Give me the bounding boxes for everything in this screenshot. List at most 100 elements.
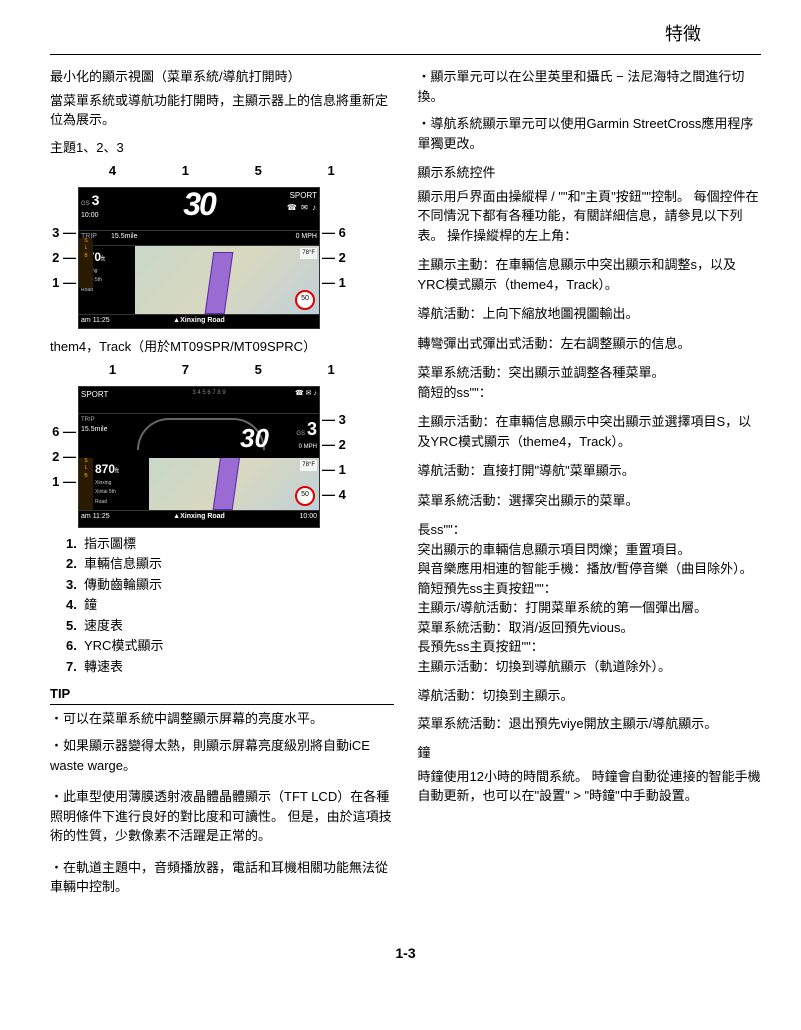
road-small2-3: Road: [95, 499, 147, 507]
road-small2-2: Xintai 5th: [95, 489, 147, 497]
map-road: [204, 252, 233, 314]
diagram-2: 6 — 2 — 1 — SPORT 3 4 5 6 7 8 9 ☎ ✉ ♪ TR…: [50, 386, 394, 528]
icons-tr: ☎ ✉ ♪: [275, 387, 319, 413]
legend-item: 5.速度表: [66, 616, 394, 636]
r-p1: ・顯示單元可以在公里英里和攝氏 − 法尼海特之間進行切換。: [418, 67, 762, 106]
r-p9: 導航活動：直接打開"導航"菜單顯示。: [418, 461, 762, 481]
left-intro: 當菜單系統或導航功能打開時，主顯示器上的信息將重新定位為展示。: [50, 91, 394, 130]
gs-label: GS: [81, 201, 90, 207]
header-divider: [50, 54, 761, 55]
callout-num: 1 —: [50, 276, 76, 289]
callout-num: 1: [109, 360, 116, 380]
callout-num: 5: [255, 360, 262, 380]
r-p11c: 與音樂應用相連的智能手機：播放/暫停音樂（曲目除外）。: [418, 559, 762, 579]
legend-list: 1.指示圖標 2.車輛信息顯示 3.傳動齒輪顯示 4.鐘 5.速度表 6.YRC…: [66, 534, 394, 677]
diagram-1: 3 — 2 — 1 — GS 3 10:00 30: [50, 187, 394, 329]
time-br2: 10:00: [267, 512, 319, 523]
legend-item: 1.指示圖標: [66, 534, 394, 554]
map-area2: 78°F 50: [149, 458, 319, 510]
legend-item: 3.傳動齒輪顯示: [66, 575, 394, 595]
r-p11g: 長預先ss主頁按鈕""：: [418, 637, 762, 657]
speed-value: 30: [143, 188, 255, 220]
callout-num: — 3: [322, 413, 348, 426]
callout-num: — 6: [322, 226, 348, 239]
r-p11f: 菜單系統活動：取消/返回預先vious。: [418, 618, 762, 638]
r-p2: ・導航系統顯示單元可以使用Garmin StreetCross應用程序單獨更改。: [418, 114, 762, 153]
distance-unit: ft: [101, 256, 105, 263]
r-p10: 菜單系統活動：選擇突出顯示的菜單。: [418, 491, 762, 511]
callout-num: 7: [182, 360, 189, 380]
r-p3: 顯示用戶界面由操縱桿 / ""和"主頁"按鈕""控制。 每個控件在不同情況下都有…: [418, 187, 762, 246]
mph-value: 0 MPH: [257, 232, 319, 243]
diagram2-left-callouts: 6 — 2 — 1 —: [50, 419, 78, 494]
callout-num: 1: [182, 161, 189, 181]
page-header-title: 特徵: [50, 20, 761, 46]
r-p13: 菜單系統活動：退出預先viye開放主顯示/導航顯示。: [418, 714, 762, 734]
callout-num: 1 —: [50, 475, 76, 488]
gs-label2: GS: [296, 431, 305, 437]
scale: 3 4 5 6 7 8 9: [143, 387, 275, 413]
miles2: 15.5mile: [81, 425, 125, 436]
r-p11e: 主顯示/導航活動：打開菜單系統的第一個彈出層。: [418, 598, 762, 618]
trip-label2: TRIP: [81, 416, 125, 425]
clock-left: 10:00: [81, 212, 99, 219]
callout-num: 6 —: [50, 425, 76, 438]
r-p8: 主顯示活動：在車輛信息顯示中突出顯示並選擇項目S，以及YRC模式顯示（theme…: [418, 412, 762, 451]
callout-num: — 1: [322, 276, 348, 289]
map-road2: [213, 458, 242, 510]
callout-num: 1: [327, 161, 334, 181]
diagram-1-wrapper: 4 1 5 1 3 — 2 — 1 — GS: [50, 161, 394, 329]
r-p14: 時鐘使用12小時的時間系統。 時鐘會自動從連接的智能手機自動更新，也可以在"設置…: [418, 767, 762, 806]
speed30: 30: [240, 419, 269, 458]
dashboard-screen-1: GS 3 10:00 30 SPORT ☎ ✉ ♪: [78, 187, 320, 329]
speed-sign: 50: [295, 290, 315, 310]
callout-num: 2 —: [50, 251, 76, 264]
mph2: 0 MPH: [277, 443, 317, 452]
callout-num: — 4: [322, 488, 348, 501]
right-column: ・顯示單元可以在公里英里和攝氏 − 法尼海特之間進行切換。 ・導航系統顯示單元可…: [418, 67, 762, 905]
distance-unit2: ft: [115, 468, 119, 475]
callout-num: 2 —: [50, 450, 76, 463]
two-column-layout: 最小化的顯示視圖（菜單系統/導航打開時） 當菜單系統或導航功能打開時，主顯示器上…: [50, 67, 761, 905]
tip-text-3: ・此車型使用薄膜透射液晶體晶體顯示（TFT LCD）在各種照明條件下進行良好的對…: [50, 787, 394, 846]
sidebar-labels2: SLB: [79, 458, 93, 510]
r-p11h: 主顯示活動：切換到導航顯示（軌道除外）。: [418, 657, 762, 677]
left-column: 最小化的顯示視圖（菜單系統/導航打開時） 當菜單系統或導航功能打開時，主顯示器上…: [50, 67, 394, 905]
r-p7b: 簡短的ss""：: [418, 383, 762, 403]
r-p4: 主顯示主動：在車輛信息顯示中突出顯示和調整s，以及YRC模式顯示（theme4，…: [418, 255, 762, 294]
theme123-label: 主題1、2、3: [50, 138, 394, 158]
diagram1-left-callouts: 3 — 2 — 1 —: [50, 220, 78, 295]
r-p11b: 突出顯示的車輛信息顯示項目閃爍；重置項目。: [418, 540, 762, 560]
legend-item: 2.車輛信息顯示: [66, 554, 394, 574]
gear2: 3: [307, 419, 317, 439]
diagram2-right-callouts: — 3 — 2 — 1 — 4: [320, 407, 348, 507]
tip-text-4: ・在軌道主題中，音頻播放器，電話和耳機相關功能無法從車輛中控制。: [50, 858, 394, 897]
callout-num: 3 —: [50, 226, 76, 239]
callout-num: — 2: [322, 251, 348, 264]
callout-num: — 2: [322, 438, 348, 451]
temp-badge: 78°F: [300, 248, 317, 259]
legend-item: 4.鐘: [66, 595, 394, 615]
distance-value2: 870: [95, 462, 115, 476]
road-name2: ▲Xinxing Road: [131, 512, 267, 523]
left-subtitle: 最小化的顯示視圖（菜單系統/導航打開時）: [50, 67, 394, 87]
road-name: ▲Xinxing Road: [131, 316, 267, 327]
r-p7a: 菜單系統活動：突出顯示並調整各種菜單。: [418, 363, 762, 383]
tach-curve: 30: [127, 414, 275, 458]
callout-num: 1: [327, 360, 334, 380]
dashboard-screen-2: SPORT 3 4 5 6 7 8 9 ☎ ✉ ♪ TRIP 15.5mile: [78, 386, 320, 528]
diagram-2-wrapper: 1 7 5 1 6 — 2 — 1 — SPORT 3 4 5 6 7 8 9: [50, 360, 394, 528]
r-clock-heading: 鐘: [418, 743, 762, 763]
time-bl: am 11:25: [79, 316, 131, 327]
diagram1-right-callouts: — 6 — 2 — 1: [320, 220, 348, 295]
r-p11d: 簡短預先ss主頁按鈕""：: [418, 579, 762, 599]
road-small2-1: Xinxing: [95, 480, 147, 488]
map-area: 78°F 50: [135, 246, 319, 314]
miles-value: 15.5mile: [111, 232, 257, 243]
r-p6: 轉彎彈出式彈出式活動：左右調整顯示的信息。: [418, 334, 762, 354]
legend-item: 7.轉速表: [66, 657, 394, 677]
callout-num: 5: [255, 161, 262, 181]
sign2: 50: [295, 486, 315, 506]
callout-num: 4: [109, 161, 116, 181]
tip-text-1: ・可以在菜單系統中調整顯示屏幕的亮度水平。: [50, 709, 394, 729]
